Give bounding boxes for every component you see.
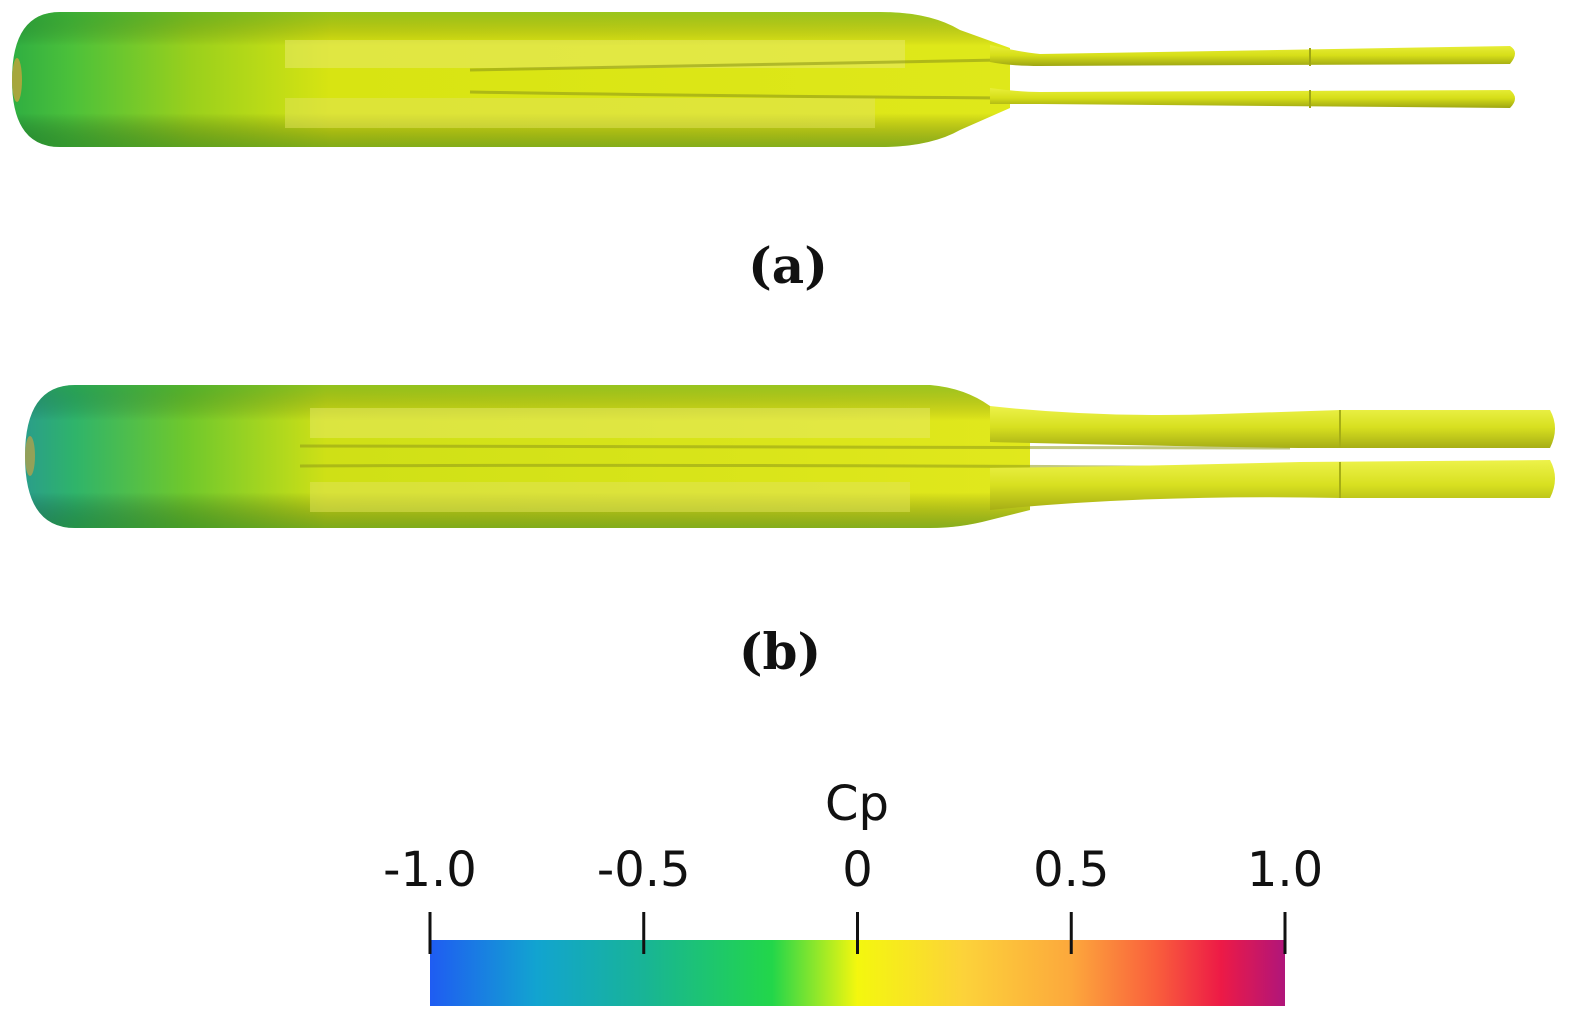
- colorbar-tick-label: -0.5: [596, 842, 691, 898]
- colorbar-tick-label: 0.5: [1033, 842, 1110, 898]
- colorbar-title: Cp: [825, 776, 889, 832]
- body-b: [25, 385, 1291, 528]
- colorbar-tick-label: 1.0: [1246, 842, 1324, 898]
- panel-a-rendering: [12, 12, 1515, 147]
- panel-b-rendering: [25, 385, 1555, 528]
- tail-booms-b: [990, 406, 1555, 510]
- panel-a-label: (a): [748, 236, 828, 295]
- body-a: [12, 12, 1010, 147]
- tail-booms-a: [990, 45, 1515, 108]
- panel-b-label: (b): [738, 622, 822, 681]
- colorbar-tick-label: 0: [842, 842, 873, 898]
- colorbar-ticks: [428, 912, 1287, 954]
- colorbar-tick-label: -1.0: [383, 842, 477, 898]
- colorbar-gradient: [430, 940, 1285, 1006]
